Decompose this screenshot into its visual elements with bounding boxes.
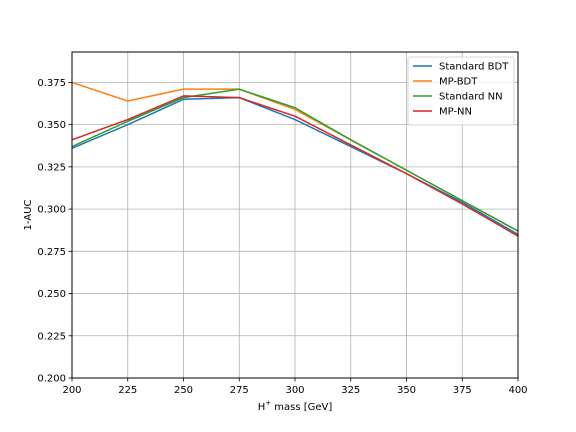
legend-label: MP-NN: [439, 107, 472, 118]
y-tick-label: 0.275: [37, 247, 66, 258]
legend-label: Standard BDT: [439, 62, 509, 73]
x-tick-label: 400: [508, 385, 527, 396]
y-tick-label: 0.375: [37, 78, 66, 89]
legend-label: MP-BDT: [439, 77, 478, 88]
y-tick-label: 0.225: [37, 331, 66, 342]
legend-label: Standard NN: [439, 92, 503, 103]
x-axis-label-suffix: mass [GeV]: [271, 402, 332, 413]
y-tick-label: 0.300: [37, 205, 66, 216]
x-tick-label: 300: [285, 385, 304, 396]
legend-box: [407, 56, 515, 126]
x-tick-label: 200: [62, 385, 81, 396]
y-axis-label: 1-AUC: [23, 200, 34, 231]
series-line-mp-nn: [71, 95, 519, 237]
y-tick-label: 0.250: [37, 289, 66, 300]
y-axis-ticks: 0.200 0.225 0.250 0.275 0.300 0.325 0.350 0.375: [37, 78, 72, 385]
series-line-standard-nn: [71, 88, 519, 232]
x-tick-label: 225: [118, 385, 137, 396]
x-tick-label: 350: [397, 385, 416, 396]
x-axis-label-sup: +: [265, 399, 271, 407]
series-line-standard-bdt: [71, 96, 519, 236]
x-tick-label: 250: [174, 385, 193, 396]
y-tick-label: 0.350: [37, 120, 66, 131]
legend: Standard BDT MP-BDT Standard NN MP-NN: [407, 56, 515, 126]
series-lines: [71, 81, 519, 237]
y-tick-label: 0.200: [37, 374, 66, 385]
x-axis-label-prefix: H: [258, 402, 266, 413]
x-axis-label: H+ mass [GeV]: [258, 399, 333, 413]
x-tick-label: 275: [230, 385, 249, 396]
x-tick-label: 325: [341, 385, 360, 396]
y-tick-label: 0.325: [37, 162, 66, 173]
x-axis-ticks: 200 225 250 275 300 325 350 375 400: [62, 378, 528, 396]
x-tick-label: 375: [453, 385, 472, 396]
